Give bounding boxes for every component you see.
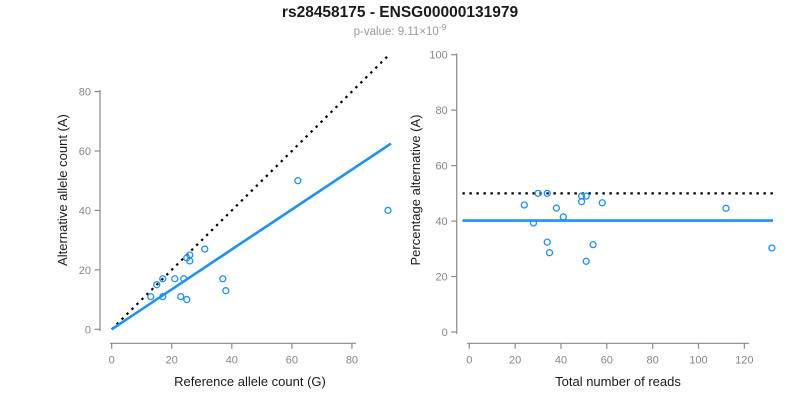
x-tick-label: 60 bbox=[601, 354, 613, 366]
data-point bbox=[219, 275, 227, 283]
data-point bbox=[177, 292, 185, 301]
y-tick-label: 40 bbox=[79, 205, 91, 217]
x-axis-title: Total number of reads bbox=[555, 374, 681, 389]
subtitle-text: p-value: 9.11×10 bbox=[354, 26, 439, 38]
data-point bbox=[153, 281, 161, 289]
y-tick-label: 20 bbox=[79, 265, 91, 277]
data-point bbox=[722, 204, 730, 212]
data-point bbox=[180, 275, 188, 283]
data-point bbox=[545, 249, 554, 257]
y-tick-label: 60 bbox=[435, 161, 447, 173]
left-scatter-panel: 0 20 40 60 80 0 20 40 60 80 Reference allele count… bbox=[55, 55, 392, 389]
y-tick-label: 0 bbox=[85, 324, 91, 336]
data-point bbox=[183, 295, 191, 304]
y-axis-title: Percentage alternative (A) bbox=[408, 114, 423, 265]
y-tick-label: 80 bbox=[435, 105, 447, 117]
data-point bbox=[582, 192, 590, 200]
x-tick-label: 120 bbox=[735, 354, 753, 366]
subtitle-exponent: -9 bbox=[439, 22, 447, 32]
data-point bbox=[559, 213, 567, 221]
y-tick-label: 100 bbox=[429, 50, 447, 62]
data-point bbox=[171, 275, 179, 283]
y-tick-label: 40 bbox=[435, 216, 447, 228]
y-tick-label: 0 bbox=[442, 327, 448, 339]
x-tick-label: 80 bbox=[346, 354, 358, 366]
x-tick-label: 60 bbox=[286, 354, 298, 366]
data-point bbox=[222, 287, 230, 295]
data-point bbox=[582, 257, 590, 265]
data-point bbox=[159, 275, 167, 283]
x-tick-label: 40 bbox=[226, 354, 238, 366]
data-point bbox=[589, 241, 597, 249]
x-tick-label: 80 bbox=[647, 354, 659, 366]
data-point bbox=[598, 199, 606, 207]
data-point bbox=[294, 177, 302, 185]
x-tick-label: 20 bbox=[166, 354, 178, 366]
data-point bbox=[384, 206, 392, 215]
fit-line bbox=[110, 142, 392, 331]
data-point bbox=[201, 245, 209, 253]
data-point bbox=[529, 219, 538, 227]
data-point bbox=[577, 198, 586, 206]
x-tick-label: 100 bbox=[689, 354, 707, 366]
data-point bbox=[159, 292, 167, 301]
right-scatter-panel: 0 20 40 60 80 100 120 0 20 40 60 80 100 Total number … bbox=[408, 50, 776, 389]
x-tick-label: 20 bbox=[509, 354, 521, 366]
data-point bbox=[534, 189, 542, 198]
x-tick-label: 0 bbox=[466, 354, 472, 366]
figure-title: rs28458175 - ENSG00000131979 bbox=[282, 4, 519, 21]
x-axis-title: Reference allele count (G) bbox=[174, 374, 326, 389]
x-tick-label: 40 bbox=[555, 354, 567, 366]
data-point bbox=[186, 257, 194, 265]
identity-line bbox=[110, 55, 389, 331]
data-point bbox=[552, 204, 561, 212]
data-point bbox=[543, 238, 551, 246]
data-point bbox=[147, 292, 155, 301]
y-tick-label: 80 bbox=[79, 87, 91, 99]
data-point bbox=[543, 189, 551, 198]
data-point bbox=[768, 244, 776, 252]
x-tick-label: 0 bbox=[109, 354, 115, 366]
y-axis-title: Alternative allele count (A) bbox=[55, 114, 70, 266]
y-tick-label: 60 bbox=[79, 146, 91, 158]
data-point bbox=[520, 201, 528, 209]
figure-subtitle: p-value: 9.11×10-9 bbox=[354, 22, 447, 38]
y-tick-label: 20 bbox=[435, 272, 447, 284]
